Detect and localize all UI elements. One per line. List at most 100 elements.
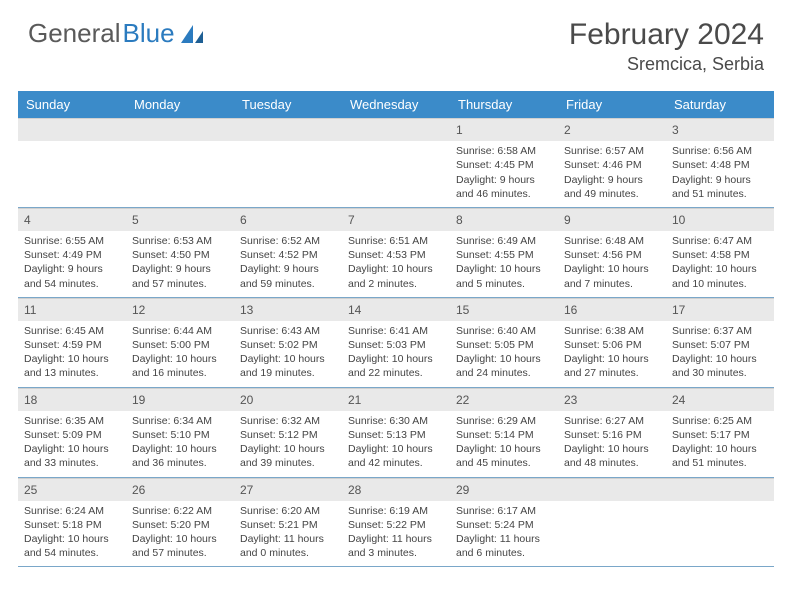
daylight-text: Daylight: 9 hours and 57 minutes. (132, 262, 228, 290)
sunrise-text: Sunrise: 6:37 AM (672, 324, 768, 338)
sunrise-text: Sunrise: 6:43 AM (240, 324, 336, 338)
daylight-text: Daylight: 10 hours and 42 minutes. (348, 442, 444, 470)
sunset-text: Sunset: 5:18 PM (24, 518, 120, 532)
day-number-empty (342, 118, 450, 141)
day-details: Sunrise: 6:49 AMSunset: 4:55 PMDaylight:… (450, 231, 558, 297)
daylight-text: Daylight: 10 hours and 19 minutes. (240, 352, 336, 380)
day-details: Sunrise: 6:19 AMSunset: 5:22 PMDaylight:… (342, 501, 450, 567)
day-details: Sunrise: 6:52 AMSunset: 4:52 PMDaylight:… (234, 231, 342, 297)
daylight-text: Daylight: 10 hours and 27 minutes. (564, 352, 660, 380)
calendar-day-cell: 13Sunrise: 6:43 AMSunset: 5:02 PMDayligh… (234, 298, 342, 387)
sunrise-text: Sunrise: 6:47 AM (672, 234, 768, 248)
day-details: Sunrise: 6:41 AMSunset: 5:03 PMDaylight:… (342, 321, 450, 387)
day-number: 9 (558, 208, 666, 231)
sunset-text: Sunset: 4:55 PM (456, 248, 552, 262)
sunset-text: Sunset: 4:56 PM (564, 248, 660, 262)
weekday-header-cell: Saturday (666, 91, 774, 118)
calendar-day-cell (342, 118, 450, 207)
daylight-text: Daylight: 10 hours and 51 minutes. (672, 442, 768, 470)
day-details: Sunrise: 6:32 AMSunset: 5:12 PMDaylight:… (234, 411, 342, 477)
day-number: 13 (234, 298, 342, 321)
calendar-day-cell: 18Sunrise: 6:35 AMSunset: 5:09 PMDayligh… (18, 388, 126, 477)
calendar-day-cell: 6Sunrise: 6:52 AMSunset: 4:52 PMDaylight… (234, 208, 342, 297)
day-number: 7 (342, 208, 450, 231)
daylight-text: Daylight: 11 hours and 6 minutes. (456, 532, 552, 560)
sunrise-text: Sunrise: 6:55 AM (24, 234, 120, 248)
calendar-day-cell: 3Sunrise: 6:56 AMSunset: 4:48 PMDaylight… (666, 118, 774, 207)
day-details: Sunrise: 6:55 AMSunset: 4:49 PMDaylight:… (18, 231, 126, 297)
sunset-text: Sunset: 4:59 PM (24, 338, 120, 352)
calendar-week-row: 11Sunrise: 6:45 AMSunset: 4:59 PMDayligh… (18, 298, 774, 388)
sunrise-text: Sunrise: 6:35 AM (24, 414, 120, 428)
calendar-day-cell: 23Sunrise: 6:27 AMSunset: 5:16 PMDayligh… (558, 388, 666, 477)
weekday-header-cell: Tuesday (234, 91, 342, 118)
day-number: 16 (558, 298, 666, 321)
day-number-empty (234, 118, 342, 141)
sunset-text: Sunset: 5:07 PM (672, 338, 768, 352)
month-title: February 2024 (569, 18, 764, 52)
sunset-text: Sunset: 5:22 PM (348, 518, 444, 532)
daylight-text: Daylight: 11 hours and 3 minutes. (348, 532, 444, 560)
daylight-text: Daylight: 10 hours and 54 minutes. (24, 532, 120, 560)
day-details: Sunrise: 6:34 AMSunset: 5:10 PMDaylight:… (126, 411, 234, 477)
calendar-day-cell (558, 478, 666, 567)
calendar-day-cell: 10Sunrise: 6:47 AMSunset: 4:58 PMDayligh… (666, 208, 774, 297)
sunrise-text: Sunrise: 6:17 AM (456, 504, 552, 518)
sunset-text: Sunset: 5:00 PM (132, 338, 228, 352)
calendar-week-row: 1Sunrise: 6:58 AMSunset: 4:45 PMDaylight… (18, 118, 774, 208)
sunrise-text: Sunrise: 6:27 AM (564, 414, 660, 428)
calendar-day-cell: 7 Sunrise: 6:51 AMSunset: 4:53 PMDaylight… (342, 208, 450, 297)
sunrise-text: Sunrise: 6:52 AM (240, 234, 336, 248)
sunrise-text: Sunrise: 6:44 AM (132, 324, 228, 338)
logo-text-blue: Blue (123, 18, 175, 49)
sunrise-text: Sunrise: 6:53 AM (132, 234, 228, 248)
sunrise-text: Sunrise: 6:45 AM (24, 324, 120, 338)
day-number: 20 (234, 388, 342, 411)
day-details: Sunrise: 6:37 AMSunset: 5:07 PMDaylight:… (666, 321, 774, 387)
calendar-day-cell: 21Sunrise: 6:30 AMSunset: 5:13 PMDayligh… (342, 388, 450, 477)
day-details: Sunrise: 6:22 AMSunset: 5:20 PMDaylight:… (126, 501, 234, 567)
sunset-text: Sunset: 5:17 PM (672, 428, 768, 442)
day-number: 15 (450, 298, 558, 321)
day-number: 21 (342, 388, 450, 411)
day-number: 11 (18, 298, 126, 321)
sunrise-text: Sunrise: 6:56 AM (672, 144, 768, 158)
logo: GeneralBlue (28, 18, 207, 49)
daylight-text: Daylight: 10 hours and 57 minutes. (132, 532, 228, 560)
daylight-text: Daylight: 10 hours and 39 minutes. (240, 442, 336, 470)
day-details: Sunrise: 6:56 AMSunset: 4:48 PMDaylight:… (666, 141, 774, 207)
daylight-text: Daylight: 10 hours and 48 minutes. (564, 442, 660, 470)
sunrise-text: Sunrise: 6:51 AM (348, 234, 444, 248)
day-details: Sunrise: 6:45 AMSunset: 4:59 PMDaylight:… (18, 321, 126, 387)
calendar-day-cell: 20Sunrise: 6:32 AMSunset: 5:12 PMDayligh… (234, 388, 342, 477)
sunset-text: Sunset: 5:10 PM (132, 428, 228, 442)
day-number-empty (18, 118, 126, 141)
sunrise-text: Sunrise: 6:19 AM (348, 504, 444, 518)
day-number: 10 (666, 208, 774, 231)
day-details: Sunrise: 6:44 AMSunset: 5:00 PMDaylight:… (126, 321, 234, 387)
calendar-day-cell (666, 478, 774, 567)
calendar-day-cell: 2Sunrise: 6:57 AMSunset: 4:46 PMDaylight… (558, 118, 666, 207)
sunset-text: Sunset: 4:53 PM (348, 248, 444, 262)
daylight-text: Daylight: 9 hours and 51 minutes. (672, 173, 768, 201)
sunset-text: Sunset: 4:50 PM (132, 248, 228, 262)
sunrise-text: Sunrise: 6:24 AM (24, 504, 120, 518)
sunrise-text: Sunrise: 6:34 AM (132, 414, 228, 428)
daylight-text: Daylight: 9 hours and 49 minutes. (564, 173, 660, 201)
day-details: Sunrise: 6:24 AMSunset: 5:18 PMDaylight:… (18, 501, 126, 567)
sunrise-text: Sunrise: 6:29 AM (456, 414, 552, 428)
day-number: 5 (126, 208, 234, 231)
sunrise-text: Sunrise: 6:38 AM (564, 324, 660, 338)
day-number: 26 (126, 478, 234, 501)
calendar-day-cell: 19Sunrise: 6:34 AMSunset: 5:10 PMDayligh… (126, 388, 234, 477)
day-details: Sunrise: 6:20 AMSunset: 5:21 PMDaylight:… (234, 501, 342, 567)
sunrise-text: Sunrise: 6:32 AM (240, 414, 336, 428)
sunset-text: Sunset: 5:05 PM (456, 338, 552, 352)
daylight-text: Daylight: 10 hours and 45 minutes. (456, 442, 552, 470)
daylight-text: Daylight: 10 hours and 5 minutes. (456, 262, 552, 290)
day-number: 28 (342, 478, 450, 501)
daylight-text: Daylight: 10 hours and 2 minutes. (348, 262, 444, 290)
day-number: 25 (18, 478, 126, 501)
sunrise-text: Sunrise: 6:40 AM (456, 324, 552, 338)
daylight-text: Daylight: 10 hours and 13 minutes. (24, 352, 120, 380)
